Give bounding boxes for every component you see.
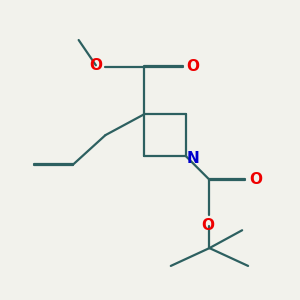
Text: O: O	[89, 58, 102, 73]
Text: O: O	[249, 172, 262, 187]
Text: N: N	[187, 152, 200, 166]
Text: O: O	[187, 59, 200, 74]
Text: O: O	[202, 218, 214, 233]
